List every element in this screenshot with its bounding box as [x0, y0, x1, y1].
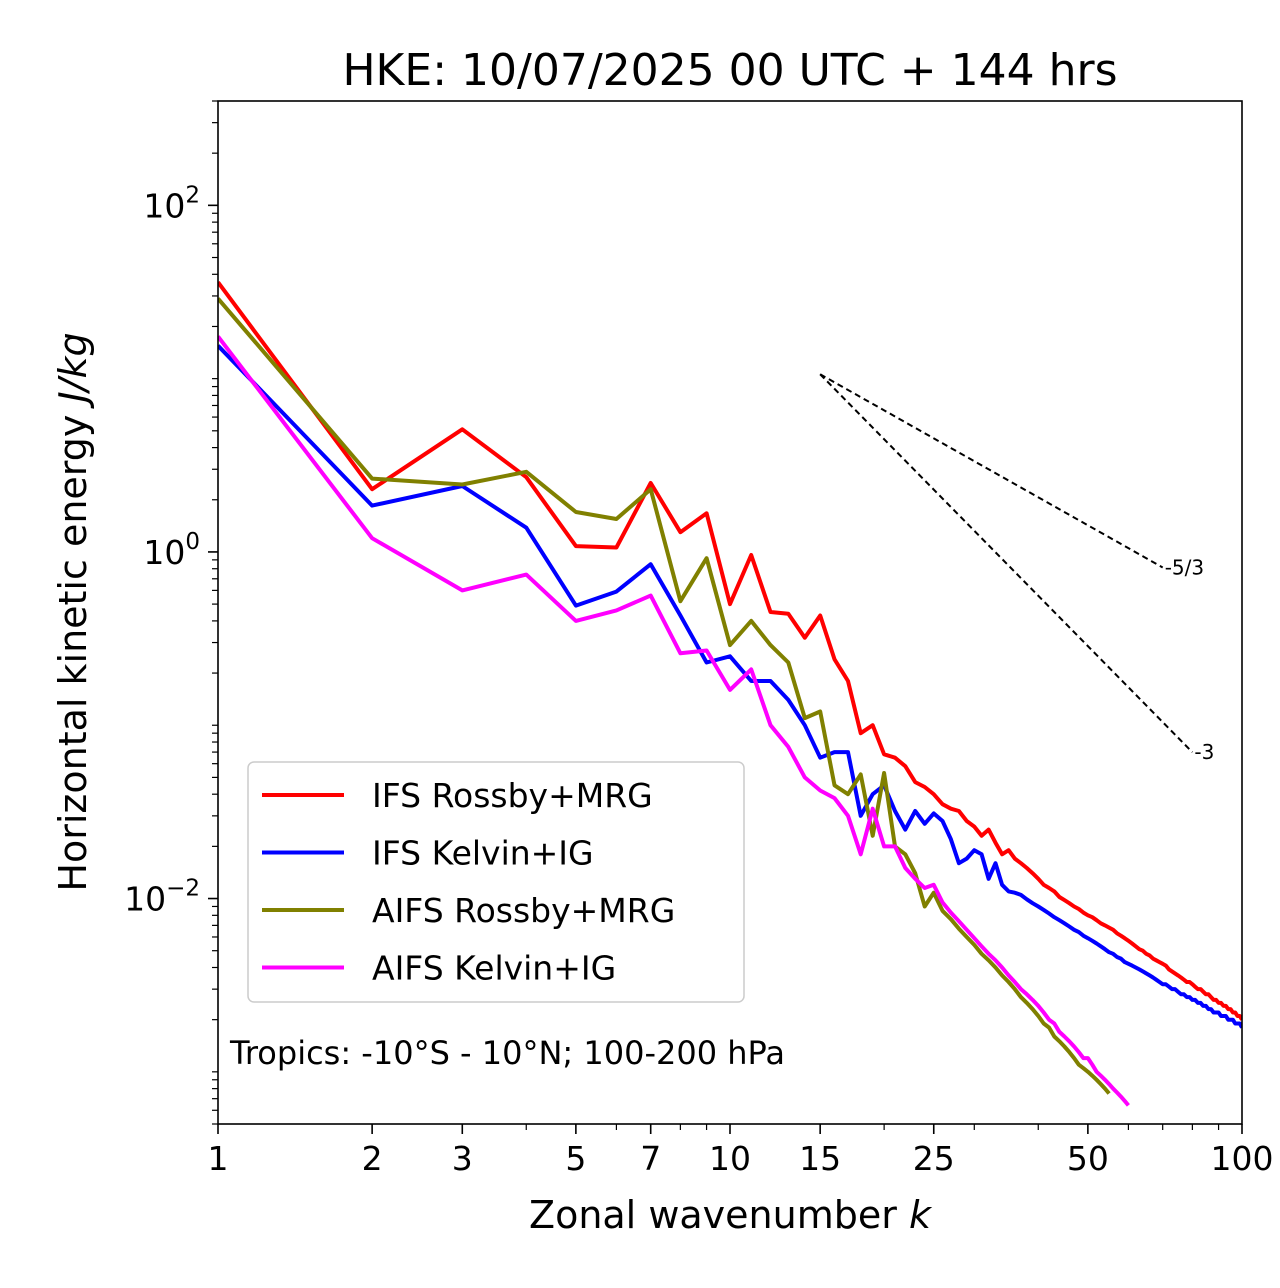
- x-tick-label: 100: [1211, 1139, 1274, 1178]
- x-tick-label: 7: [640, 1139, 661, 1178]
- series-line-4: [218, 335, 1130, 1107]
- reference-slope-label-2: -3: [1194, 740, 1214, 764]
- reference-slope-line-1: [819, 373, 1164, 569]
- legend-items: IFS Rossby+MRG IFS Kelvin+IG AIFS Rossby+M…: [262, 776, 675, 988]
- legend-label-2: IFS Kelvin+IG: [372, 834, 594, 873]
- x-axis-ticks: 1 2 3 5 7 10 15 25 50 100: [208, 1124, 1274, 1178]
- y-tick-label: 102: [143, 182, 200, 225]
- y-tick-label: 100: [143, 529, 200, 572]
- x-tick-label: 2: [362, 1139, 383, 1178]
- x-tick-label: 10: [709, 1139, 751, 1178]
- x-tick-label: 15: [799, 1139, 841, 1178]
- y-axis-ticks: 102 100 10−2: [124, 100, 218, 1125]
- y-axis-label: Horizontal kinetic energy J/kg: [51, 332, 95, 891]
- chart-title: HKE: 10/07/2025 00 UTC + 144 hrs: [342, 45, 1117, 96]
- x-tick-label: 1: [208, 1139, 229, 1178]
- x-tick-label: 5: [565, 1139, 586, 1178]
- series-layer: [218, 281, 1242, 1107]
- series-line-1: [218, 281, 1242, 1021]
- legend-label-3: AIFS Rossby+MRG: [372, 891, 675, 930]
- legend: IFS Rossby+MRG IFS Kelvin+IG AIFS Rossby+M…: [247, 761, 745, 1003]
- reference-slope-label-1: -5/3: [1165, 555, 1204, 579]
- reference-slope-line-2: [819, 373, 1194, 753]
- x-tick-label: 50: [1067, 1139, 1109, 1178]
- reference-slope-lines: -5/3 -3: [819, 373, 1214, 764]
- legend-label-4: AIFS Kelvin+IG: [372, 949, 616, 988]
- legend-box: [247, 761, 745, 1003]
- region-annotation: Tropics: -10°S - 10°N; 100-200 hPa: [229, 1034, 785, 1072]
- legend-label-1: IFS Rossby+MRG: [372, 776, 653, 815]
- x-axis-label: Zonal wavenumber k: [529, 1193, 933, 1237]
- x-tick-label: 3: [452, 1139, 473, 1178]
- y-tick-label: 10−2: [124, 876, 200, 919]
- series-line-3: [218, 297, 1111, 1095]
- x-tick-label: 25: [913, 1139, 955, 1178]
